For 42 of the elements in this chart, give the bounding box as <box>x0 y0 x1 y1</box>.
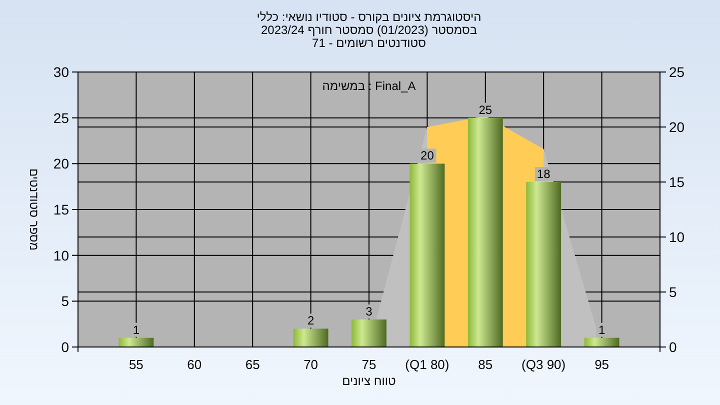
bar <box>468 118 503 347</box>
y-tick-label: 5 <box>61 293 70 310</box>
x-tick-label: 85 <box>478 357 493 372</box>
chart-subtitle: בסמסטר (01/2023) סמסטר חורף 2023/24 <box>260 23 478 37</box>
x-tick-label: (Q3 90) <box>522 357 566 372</box>
y2-tick-label: 10 <box>669 229 685 245</box>
data-label: 18 <box>536 167 551 181</box>
data-label: 1 <box>598 322 606 337</box>
data-label: 1 <box>132 322 140 337</box>
data-label: 3 <box>366 304 373 318</box>
data-label: 2 <box>307 314 314 328</box>
x-tick-label: (Q1 80) <box>405 357 450 372</box>
y-tick-label: 15 <box>53 202 70 218</box>
bar <box>526 182 562 347</box>
y-tick-label: 25 <box>53 110 70 126</box>
x-tick-label: 75 <box>362 357 376 372</box>
chart-title: היסטוגרמת ציונים בקורס - סטודיו נושאי: כללי <box>256 10 482 24</box>
y-axis-title: מספר סטודנטים <box>27 168 41 251</box>
y-tick-label: 20 <box>53 156 70 172</box>
bar <box>118 338 154 347</box>
x-tick-label: 60 <box>187 357 202 372</box>
y2-tick-label: 25 <box>669 64 685 80</box>
bar <box>352 320 386 347</box>
x-tick-label: 55 <box>128 357 144 372</box>
bar <box>584 338 620 347</box>
data-label: 25 <box>478 102 492 117</box>
x-axis-title: טווח ציונים <box>342 374 396 388</box>
annotation: במשימה : Final_A <box>322 79 416 93</box>
x-tick-label: 65 <box>245 357 260 372</box>
x-tick-label: 70 <box>304 357 318 372</box>
y-tick-label: 10 <box>53 247 70 264</box>
bar <box>410 164 445 347</box>
y2-tick-label: 0 <box>669 339 677 355</box>
text: סטודנטים רשומים - 71 <box>312 36 426 50</box>
x-tick-label: 95 <box>594 357 610 372</box>
bar <box>293 328 328 347</box>
y2-tick-label: 15 <box>669 174 685 190</box>
y2-tick-label: 20 <box>669 119 685 135</box>
y-tick-label: 30 <box>53 64 70 80</box>
data-label: 20 <box>420 148 434 163</box>
y2-tick-label: 5 <box>669 284 677 300</box>
y-tick-label: 0 <box>61 339 70 355</box>
